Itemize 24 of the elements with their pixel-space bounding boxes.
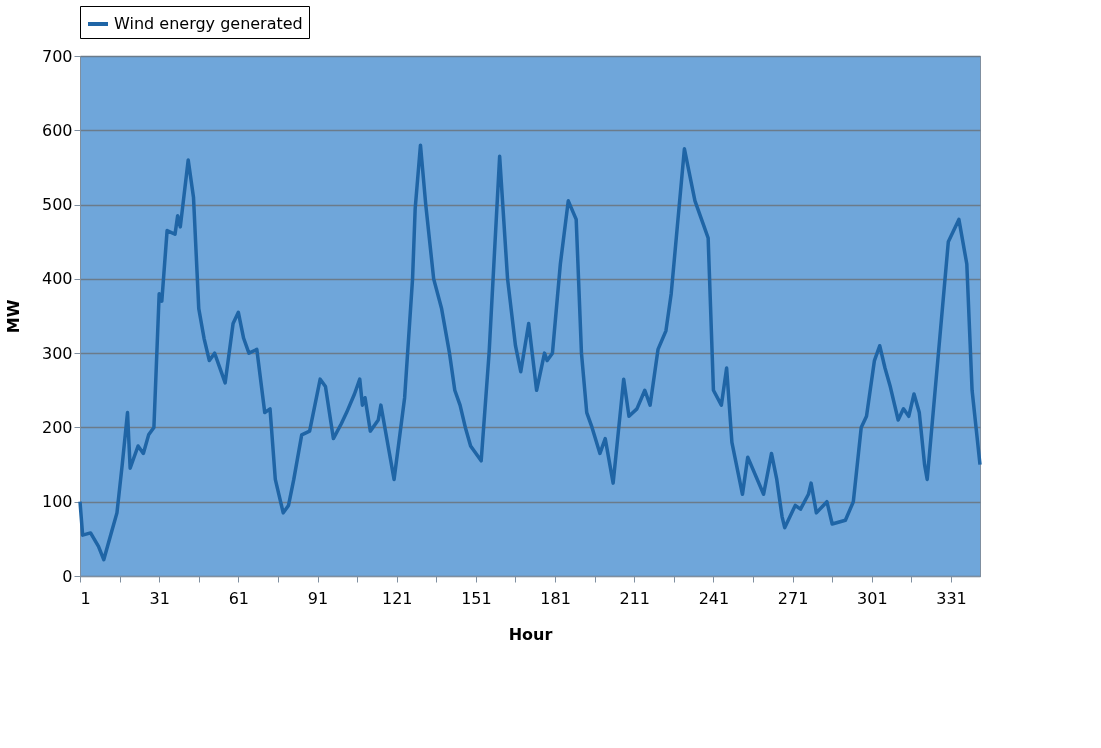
y-tick-label: 500 [41,195,73,215]
x-tick-label: 331 [936,588,967,608]
x-tick-label: 211 [619,588,651,608]
x-tick-label: 1 [80,588,91,608]
x-tick-label: 121 [381,588,413,608]
line-series [78,143,982,562]
y-tick-label: 600 [41,120,73,140]
x-axis-title: Hour [508,624,553,644]
x-tick-label: 31 [149,588,170,608]
x-tick-label: 181 [540,588,571,608]
x-tick-label: 61 [228,588,250,608]
y-tick-label: 100 [41,492,73,512]
x-tick-label: 241 [698,588,730,608]
y-tick-label: 400 [41,269,73,289]
x-tick-label: 91 [307,588,329,608]
y-tick-label: 700 [41,46,73,66]
x-tick-label: 151 [461,588,492,608]
x-tick-label: 271 [777,588,809,608]
y-tick-label: 0 [62,566,73,586]
legend-label: Wind energy generated [114,14,303,33]
y-tick-label: 300 [41,343,73,363]
x-tick-label: 301 [857,588,888,608]
y-axis-title: MW [3,299,23,334]
y-tick-label: 200 [41,417,73,437]
